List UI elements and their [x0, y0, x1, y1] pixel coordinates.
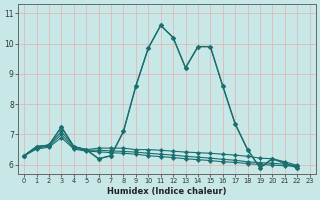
X-axis label: Humidex (Indice chaleur): Humidex (Indice chaleur) — [107, 187, 227, 196]
